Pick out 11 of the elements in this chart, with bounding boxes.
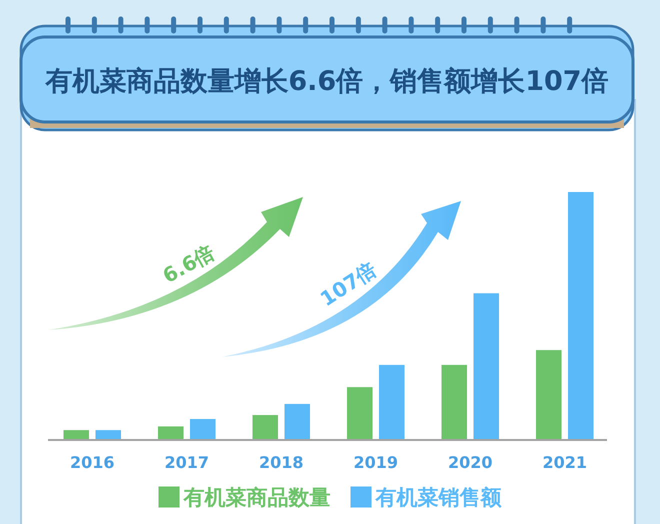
annotation: 107倍: [316, 257, 381, 312]
chart-title: 有机菜商品数量增长6.6倍，销售额增长107倍: [44, 66, 609, 97]
x-tick-label: 2018: [258, 453, 304, 472]
x-tick-label: 2021: [542, 453, 588, 472]
x-tick-label: 2017: [164, 453, 210, 472]
x-tick-label: 2020: [448, 453, 493, 472]
x-tick-label: 2016: [70, 453, 115, 472]
x-tick-label: 2019: [353, 453, 398, 472]
legend-label: 有机菜销售额: [374, 486, 502, 510]
annotation: 6.6倍: [158, 240, 219, 288]
legend-label: 有机菜商品数量: [182, 486, 330, 510]
